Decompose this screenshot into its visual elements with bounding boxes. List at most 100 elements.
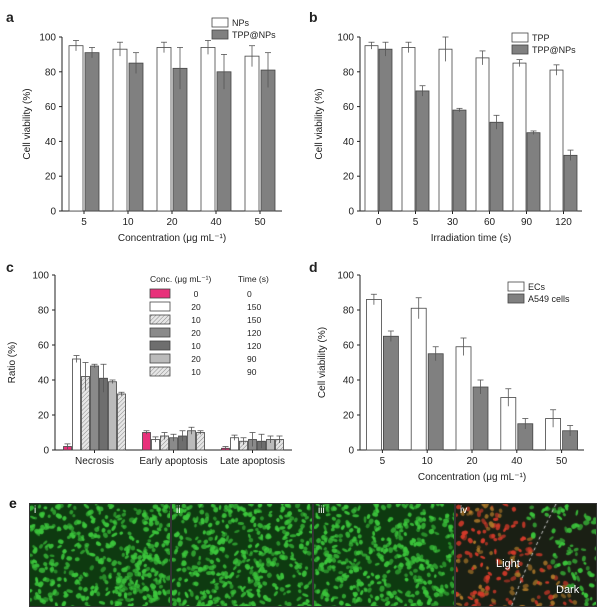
legend-swatch-d xyxy=(507,293,525,304)
panel-letter-c: c xyxy=(6,259,14,275)
y-tick-label-d: 100 xyxy=(337,271,354,282)
y-tick-label-d: 40 xyxy=(343,376,355,387)
y-axis-title-c: Ratio (%) xyxy=(7,342,18,384)
legend-swatch-d xyxy=(507,281,525,292)
x-tick-label-b: 5 xyxy=(413,217,419,228)
bar-a xyxy=(200,47,216,212)
bar-c xyxy=(90,365,99,451)
legend-header-conc: Conc. (μg mL⁻¹) xyxy=(150,274,212,284)
bar-c xyxy=(117,393,126,451)
y-tick-label-d: 0 xyxy=(348,446,354,457)
micrograph-ii-label: ii xyxy=(176,505,181,516)
legend-conc-c: 20 xyxy=(191,354,201,364)
legend-swatch-c xyxy=(149,366,171,377)
micrograph-iii-label: iii xyxy=(318,505,325,516)
micrograph-iv-dark-label: Dark xyxy=(556,584,580,596)
legend-conc-c: 20 xyxy=(191,302,201,312)
y-tick-label-d: 60 xyxy=(343,341,355,352)
x-tick-label-a: 50 xyxy=(254,217,266,228)
y-tick-label-a: 100 xyxy=(39,33,56,44)
bar-d xyxy=(472,386,489,451)
y-tick-label-a: 80 xyxy=(45,67,57,78)
bar-d xyxy=(382,335,399,451)
bar-d xyxy=(427,353,444,451)
bar-b xyxy=(549,69,564,212)
panel-letter-b: b xyxy=(309,9,318,25)
bar-b xyxy=(415,90,430,212)
panel-letter-a: a xyxy=(6,9,14,25)
panel-letter-e: e xyxy=(9,495,17,511)
x-tick-label-a: 20 xyxy=(166,217,178,228)
bar-a xyxy=(84,52,100,212)
micrograph-iii: iii xyxy=(313,503,455,607)
bar-c xyxy=(72,358,81,451)
y-tick-label-c: 80 xyxy=(38,306,50,317)
bar-a xyxy=(216,71,232,212)
y-tick-label-b: 100 xyxy=(337,33,354,44)
y-tick-label-b: 60 xyxy=(343,102,355,113)
legend-swatch-b xyxy=(511,32,529,43)
y-tick-label-c: 40 xyxy=(38,376,50,387)
bar-d xyxy=(365,299,382,451)
y-tick-label-d: 80 xyxy=(343,306,355,317)
legend-conc-c: 10 xyxy=(191,367,201,377)
x-axis-title-b: Irradiation time (s) xyxy=(431,233,512,244)
legend-conc-c: 10 xyxy=(191,315,201,325)
legend-time-c: 90 xyxy=(247,367,257,377)
legend-swatch-c xyxy=(149,301,171,312)
legend-conc-c: 10 xyxy=(191,341,201,351)
y-tick-label-c: 100 xyxy=(32,271,49,282)
y-tick-label-a: 0 xyxy=(50,207,56,218)
y-tick-label-c: 0 xyxy=(43,446,49,457)
bar-c xyxy=(196,432,205,451)
y-tick-label-b: 80 xyxy=(343,67,355,78)
x-tick-label-b: 30 xyxy=(447,217,459,228)
micrograph-ii: ii xyxy=(171,503,313,607)
x-tick-label-c: Early apoptosis xyxy=(139,456,207,467)
legend-swatch-c xyxy=(149,340,171,351)
bar-b xyxy=(438,48,453,212)
x-tick-label-b: 90 xyxy=(521,217,533,228)
x-tick-label-a: 5 xyxy=(81,217,87,228)
legend-swatch-a xyxy=(211,17,229,28)
x-tick-label-d: 10 xyxy=(422,456,434,467)
x-tick-label-d: 20 xyxy=(466,456,478,467)
bar-a xyxy=(156,47,172,212)
x-tick-label-c: Late apoptosis xyxy=(220,456,285,467)
x-tick-label-a: 10 xyxy=(122,217,134,228)
bar-d xyxy=(455,346,472,451)
y-tick-label-b: 20 xyxy=(343,172,355,183)
bar-b xyxy=(475,57,490,212)
legend-label-b: TPP@NPs xyxy=(532,45,576,55)
legend-time-c: 120 xyxy=(247,341,261,351)
bar-b xyxy=(378,48,393,212)
y-tick-label-a: 60 xyxy=(45,102,57,113)
micrograph-i-label: i xyxy=(34,505,37,516)
legend-time-c: 150 xyxy=(247,315,261,325)
micrograph-iv-light-label: Light xyxy=(496,558,520,570)
micrograph-iv: iv Light Dark xyxy=(455,503,597,607)
bar-d xyxy=(410,307,427,451)
x-tick-label-d: 5 xyxy=(380,456,386,467)
y-tick-label-b: 0 xyxy=(348,207,354,218)
micrograph-ii-image xyxy=(172,504,312,606)
micrograph-i: i xyxy=(29,503,171,607)
x-tick-label-b: 120 xyxy=(555,217,572,228)
legend-label-d: A549 cells xyxy=(528,294,570,304)
legend-time-c: 120 xyxy=(247,328,261,338)
y-tick-label-d: 20 xyxy=(343,411,355,422)
micrograph-i-image xyxy=(30,504,170,606)
x-tick-label-b: 60 xyxy=(484,217,496,228)
legend-swatch-c xyxy=(149,288,171,299)
x-tick-label-d: 40 xyxy=(511,456,523,467)
bar-a xyxy=(128,62,144,212)
bar-a xyxy=(172,67,188,212)
x-axis-title-d: Concentration (μg mL⁻¹) xyxy=(418,472,526,483)
y-axis-title-d: Cell viability (%) xyxy=(317,327,328,398)
bar-a xyxy=(112,48,128,212)
x-axis-title-a: Concentration (μg mL⁻¹) xyxy=(118,233,226,244)
legend-label-a: TPP@NPs xyxy=(232,30,276,40)
x-tick-label-a: 40 xyxy=(210,217,222,228)
panel-letter-d: d xyxy=(309,259,318,275)
legend-swatch-c xyxy=(149,327,171,338)
